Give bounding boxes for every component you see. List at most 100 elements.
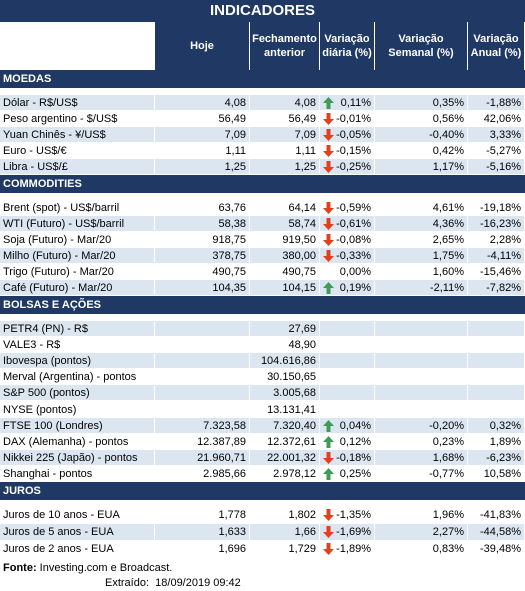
row-label: VALE3 - R$: [0, 337, 155, 354]
cell: 1,633: [155, 524, 250, 541]
row-label: Milho (Futuro) - Mar/20: [0, 248, 155, 264]
cell: 0,35%: [375, 95, 468, 111]
arrow-down: [323, 202, 334, 214]
cell: -0,15%: [320, 143, 375, 159]
arrow-up: [323, 435, 334, 448]
cell: [375, 385, 468, 402]
source: Investing.com e Broadcast.: [39, 562, 173, 574]
cell: [320, 401, 375, 418]
cell: -5,16%: [468, 159, 525, 175]
cell: [155, 401, 250, 418]
row-label: Libra - US$/£: [0, 159, 155, 175]
section-header: COMMODITIES: [0, 175, 525, 193]
cell: [468, 401, 525, 418]
cell: -0,08%: [320, 232, 375, 248]
section-header: BOLSAS E AÇÕES: [0, 296, 525, 314]
cell: [375, 337, 468, 354]
cell: [155, 353, 250, 370]
cell: -5,27%: [468, 143, 525, 159]
row-label: Merval (Argentina) - pontos: [0, 369, 155, 386]
row-label: WTI (Futuro) - US$/barril: [0, 216, 155, 232]
cell: [375, 401, 468, 418]
row-label: Dólar - R$/US$: [0, 95, 155, 111]
cell: 22.001,32: [250, 449, 320, 466]
row-label: Juros de 2 anos - EUA: [0, 541, 155, 558]
cell: 48,90: [250, 337, 320, 354]
cell: 1,802: [250, 507, 320, 524]
arrow-down: [323, 250, 334, 262]
cell: -15,46%: [468, 264, 525, 280]
cell: -0,01%: [320, 111, 375, 127]
cell: 1,17%: [375, 159, 468, 175]
cell: 13.131,41: [250, 401, 320, 418]
cell: 2,28%: [468, 232, 525, 248]
cell: 21.960,71: [155, 449, 250, 466]
row-label: Shanghai - pontos: [0, 465, 155, 482]
row-label: Peso argentino - $/US$: [0, 111, 155, 127]
cell: 63,76: [155, 200, 250, 216]
cell: -19,18%: [468, 200, 525, 216]
cell: 2,65%: [375, 232, 468, 248]
cell: [155, 369, 250, 386]
cell: 1,96%: [375, 507, 468, 524]
cell: 42,06%: [468, 111, 525, 127]
cell: -4,11%: [468, 248, 525, 264]
cell: 1,778: [155, 507, 250, 524]
arrow-up: [323, 467, 334, 480]
cell: 1,25: [250, 159, 320, 175]
cell: 1,60%: [375, 264, 468, 280]
arrow-up: [323, 419, 334, 432]
cell: 0,12%: [320, 433, 375, 450]
cell: 58,38: [155, 216, 250, 232]
row-label: Café (Futuro) - Mar/20: [0, 280, 155, 296]
row-label: Yuan Chinês - ¥/US$: [0, 127, 155, 143]
cell: 919,50: [250, 232, 320, 248]
cell: [468, 337, 525, 354]
arrow-down: [323, 451, 334, 464]
cell: -7,82%: [468, 280, 525, 296]
section-header: JUROS: [0, 482, 525, 500]
cell: 0,23%: [375, 433, 468, 450]
cell: 7.323,58: [155, 417, 250, 434]
cell: -1,89%: [320, 541, 375, 558]
cell: [468, 353, 525, 370]
arrow-down: [323, 218, 334, 230]
cell: 1,11: [155, 143, 250, 159]
cell: 2.978,12: [250, 465, 320, 482]
footer-extracted: Extraído: 18/09/2019 09:42: [105, 576, 241, 591]
row-label: FTSE 100 (Londres): [0, 417, 155, 434]
cell: 1,75%: [375, 248, 468, 264]
row-label: Trigo (Futuro) - Mar/20: [0, 264, 155, 280]
header-blank: [0, 22, 155, 70]
cell: 1,729: [250, 541, 320, 558]
cell: 0,32%: [468, 417, 525, 434]
cell: [155, 321, 250, 338]
extracted-label: Extraído:: [105, 577, 150, 589]
cell: 378,75: [155, 248, 250, 264]
arrow-down: [323, 113, 334, 125]
cell: 1,11: [250, 143, 320, 159]
cell: -0,18%: [320, 449, 375, 466]
cell: [320, 337, 375, 354]
cell: -39,48%: [468, 541, 525, 558]
cell: 12.372,61: [250, 433, 320, 450]
cell: -0,77%: [375, 465, 468, 482]
cell: 7.320,40: [250, 417, 320, 434]
row-label: DAX (Alemanha) - pontos: [0, 433, 155, 450]
cell: 10,58%: [468, 465, 525, 482]
cell: 104.616,86: [250, 353, 320, 370]
arrow-up: [323, 282, 334, 294]
cell: 7,09: [250, 127, 320, 143]
cell: 1,68%: [375, 449, 468, 466]
cell: [468, 321, 525, 338]
cell: [468, 369, 525, 386]
column-header: Variação Semanal (%): [375, 22, 468, 70]
row-label: PETR4 (PN) - R$: [0, 321, 155, 338]
cell: 490,75: [250, 264, 320, 280]
cell: -0,33%: [320, 248, 375, 264]
cell: 0,19%: [320, 280, 375, 296]
column-header: Variação diária (%): [320, 22, 375, 70]
cell: -0,05%: [320, 127, 375, 143]
cell: -1,35%: [320, 507, 375, 524]
